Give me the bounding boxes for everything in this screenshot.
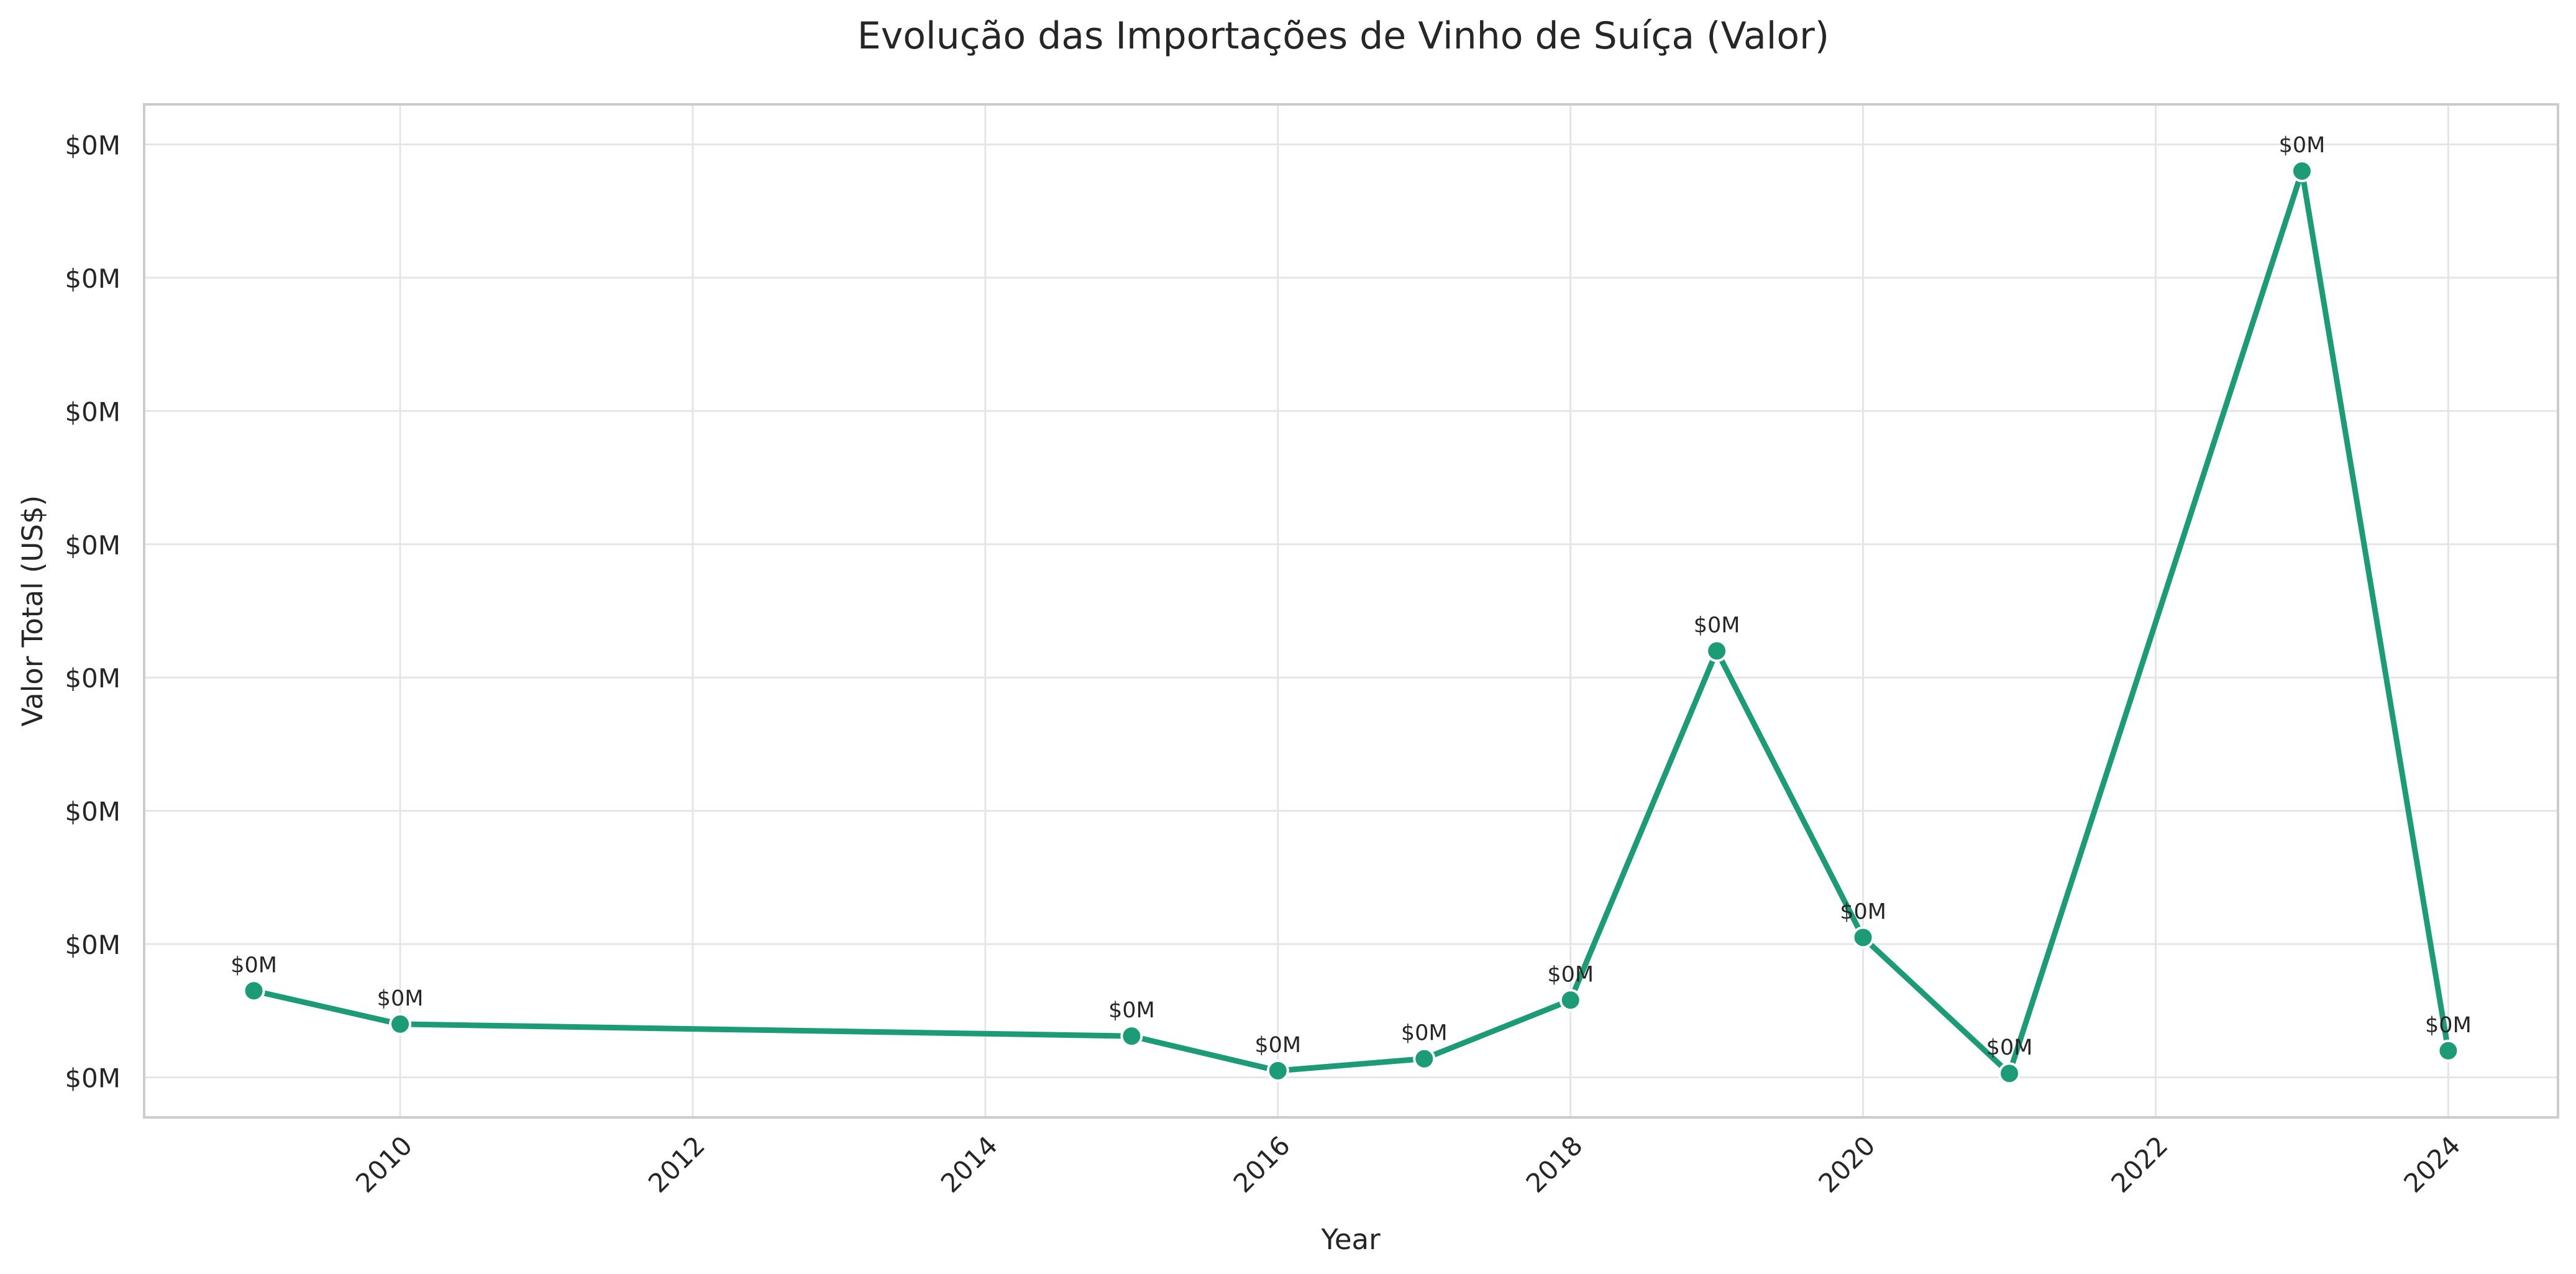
- x-tick-label: 2016: [1228, 1130, 1296, 1198]
- data-label: $0M: [1694, 613, 1740, 638]
- data-point: [1120, 1025, 1143, 1048]
- data-point: [2290, 160, 2313, 183]
- y-tick-label: $0M: [65, 663, 121, 694]
- y-tick-label: $0M: [65, 396, 121, 427]
- data-point: [1998, 1062, 2021, 1085]
- x-tick-label: 2024: [2398, 1130, 2466, 1198]
- data-label: $0M: [2279, 133, 2326, 158]
- x-tick-label: 2020: [1812, 1130, 1881, 1198]
- data-point: [2437, 1039, 2460, 1062]
- data-label: $0M: [1401, 1021, 1448, 1046]
- chart-title: Evolução das Importações de Vinho de Suí…: [857, 14, 1829, 58]
- data-point: [1706, 639, 1729, 662]
- plot-frame: [143, 103, 2559, 1119]
- data-point: [1852, 926, 1875, 949]
- plot-area: [144, 104, 2558, 1117]
- data-points: [242, 160, 2460, 1085]
- y-tick-label: $0M: [65, 130, 121, 160]
- data-point: [389, 1012, 412, 1035]
- data-label: $0M: [377, 986, 424, 1011]
- x-tick-label: 2012: [642, 1130, 711, 1198]
- data-point: [242, 979, 265, 1002]
- y-axis-label: Valor Total (US$): [16, 495, 49, 726]
- data-label: $0M: [1986, 1035, 2033, 1060]
- data-label: $0M: [1547, 962, 1594, 987]
- y-tick-label: $0M: [65, 264, 121, 294]
- y-tick-label: $0M: [65, 530, 121, 561]
- data-label: $0M: [1840, 899, 1886, 924]
- x-tick-label: 2014: [935, 1130, 1003, 1198]
- x-axis: 2010 2012 2014 2016 2018 2020 2022 2024: [350, 1130, 2467, 1198]
- data-point: [1559, 989, 1582, 1012]
- y-tick-label: $0M: [65, 930, 121, 960]
- x-tick-label: 2010: [350, 1130, 418, 1198]
- data-point: [1266, 1059, 1289, 1082]
- y-axis: $0M $0M $0M $0M $0M $0M $0M $0M: [65, 130, 121, 1093]
- y-tick-label: $0M: [65, 1063, 121, 1094]
- x-axis-label: Year: [1320, 1223, 1381, 1256]
- data-label: $0M: [2425, 1013, 2472, 1038]
- data-label: $0M: [1108, 998, 1155, 1023]
- data-label: $0M: [1254, 1033, 1301, 1058]
- x-tick-label: 2022: [2105, 1130, 2173, 1198]
- x-tick-label: 2018: [1520, 1130, 1589, 1198]
- data-point: [1413, 1047, 1436, 1070]
- y-tick-label: $0M: [65, 797, 121, 827]
- data-label: $0M: [231, 953, 277, 978]
- data-labels: $0M $0M $0M $0M $0M $0M $0M $0M $0M $0M $0M: [231, 133, 2472, 1060]
